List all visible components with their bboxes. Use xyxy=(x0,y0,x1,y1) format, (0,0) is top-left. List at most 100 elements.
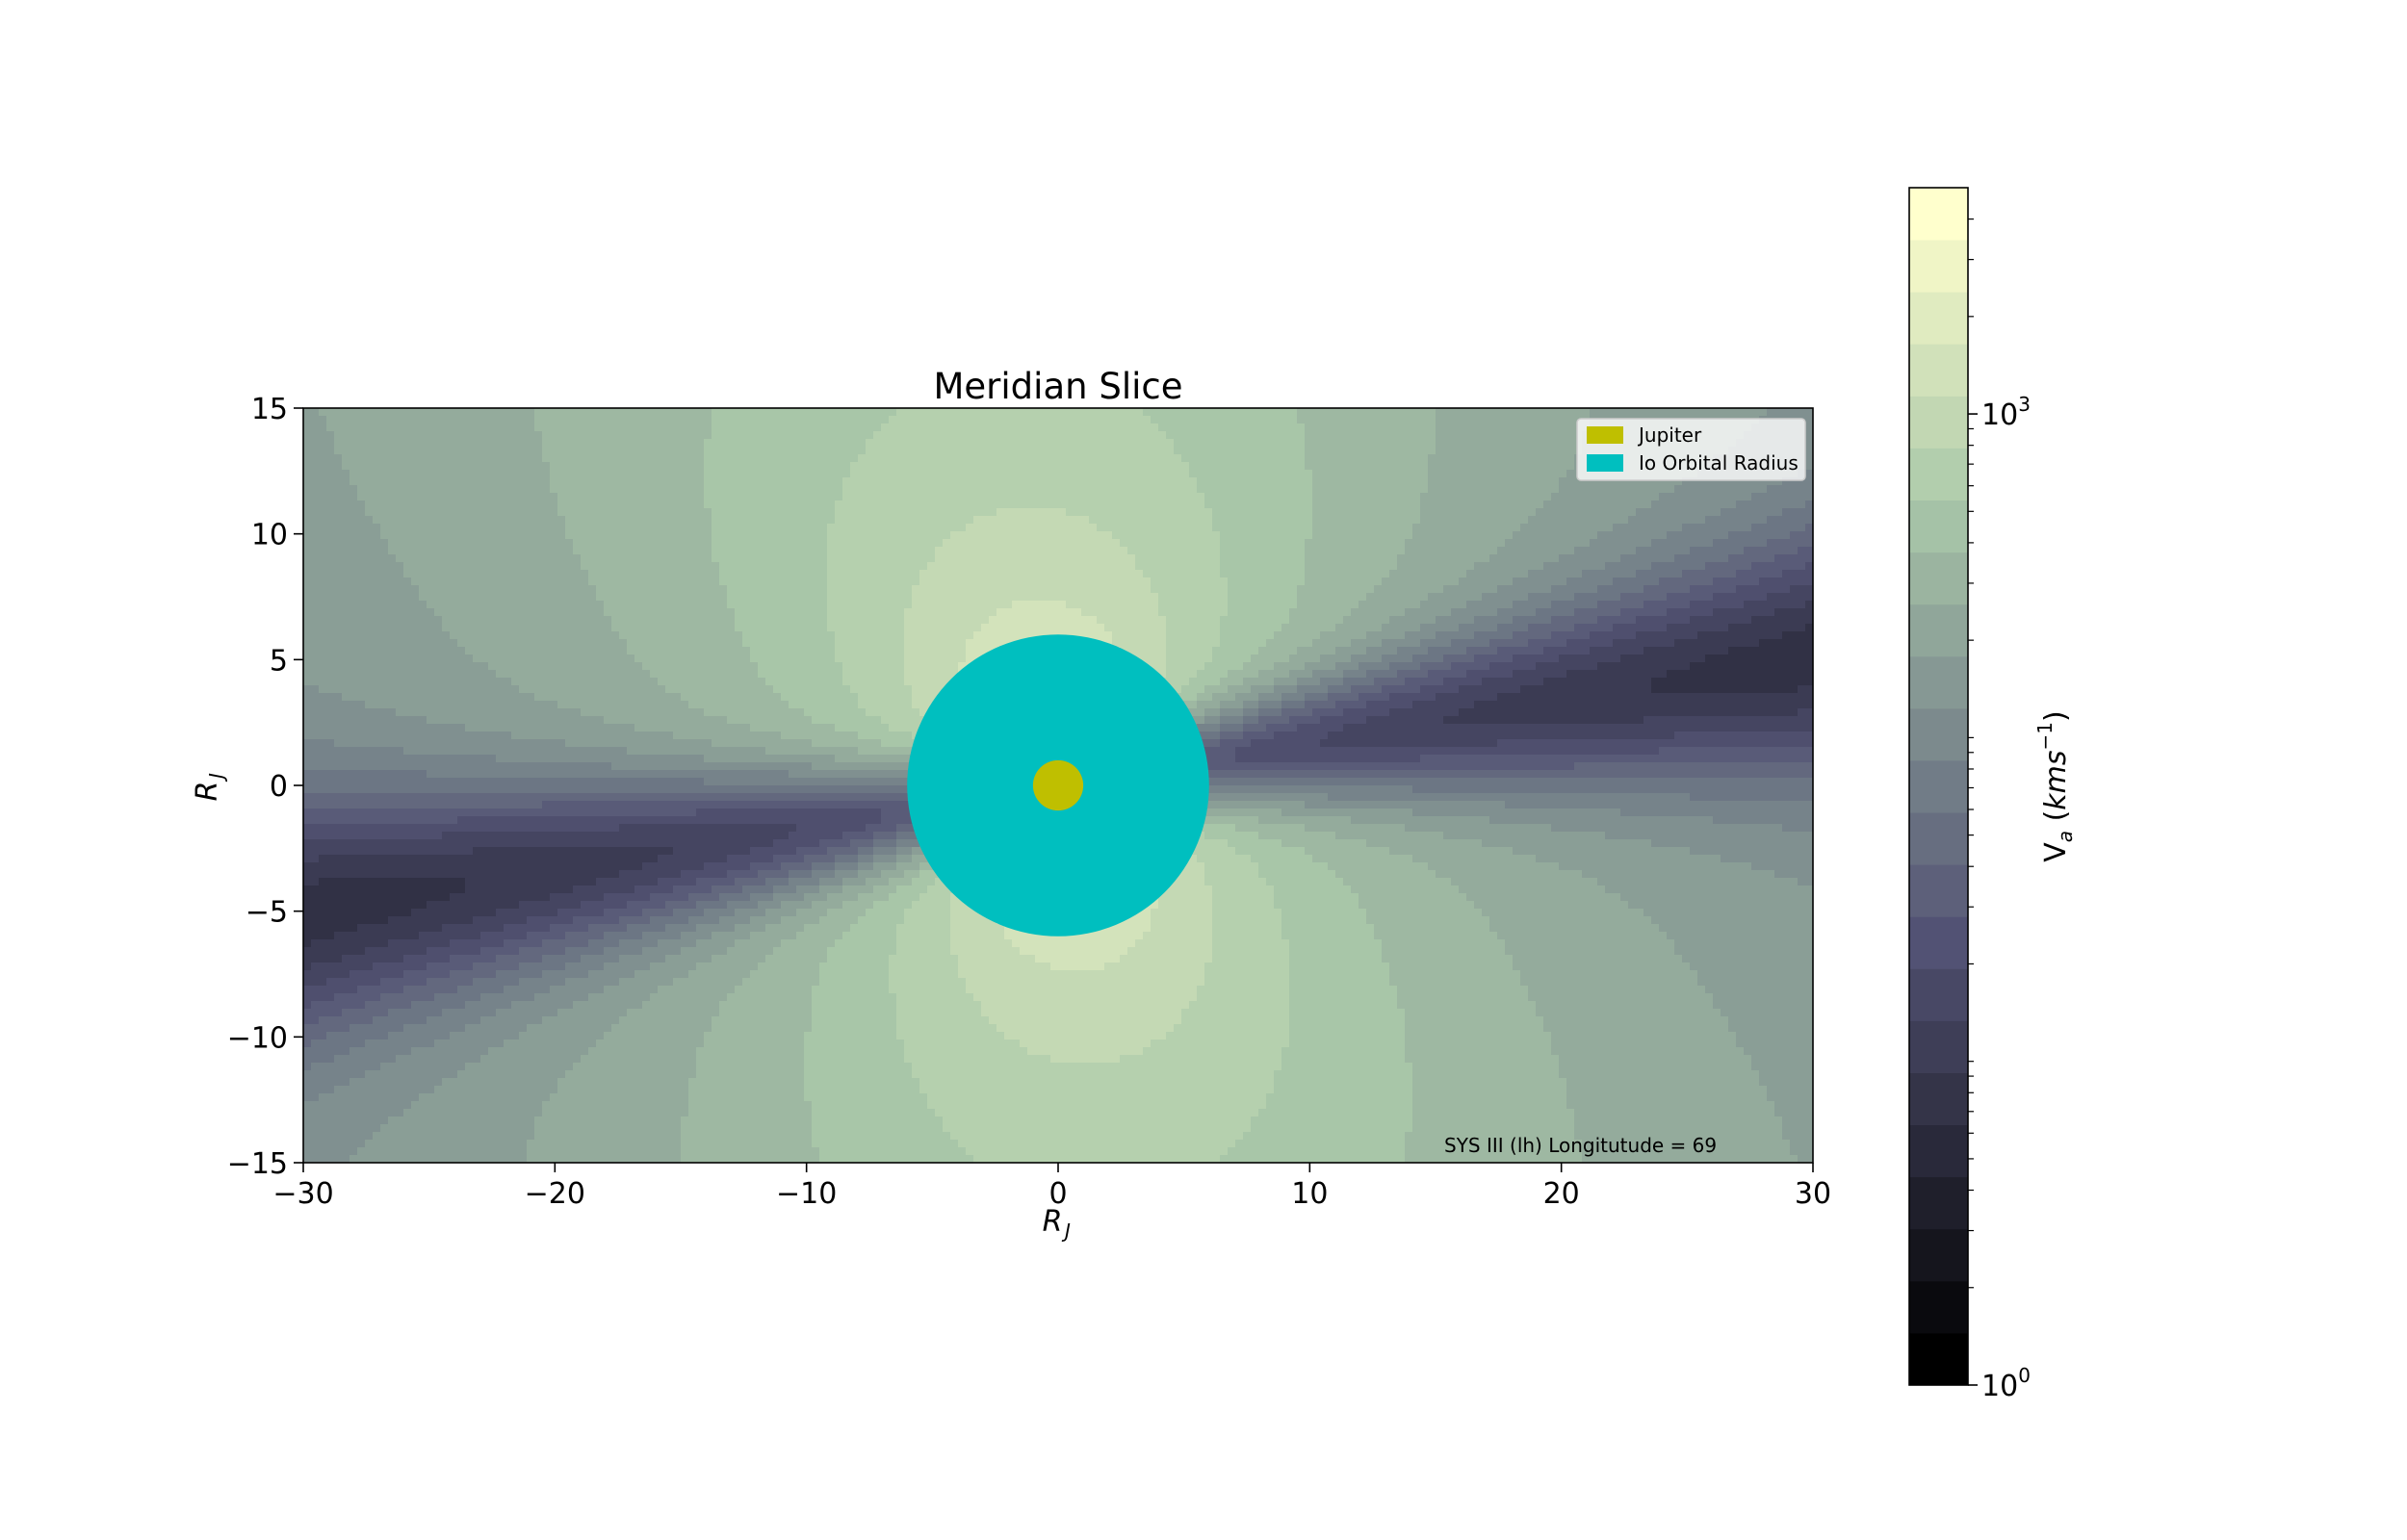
contour-cell xyxy=(534,839,543,848)
contour-cell xyxy=(627,408,635,417)
contour-cell xyxy=(581,1009,589,1017)
contour-cell xyxy=(627,500,635,509)
contour-cell xyxy=(604,1093,612,1102)
contour-cell xyxy=(519,839,528,848)
contour-cell xyxy=(480,970,489,979)
contour-cell xyxy=(311,1147,320,1156)
contour-cell xyxy=(573,562,582,571)
contour-cell xyxy=(619,631,628,640)
contour-cell xyxy=(573,855,582,863)
contour-cell xyxy=(519,508,528,517)
contour-cell xyxy=(488,662,497,671)
contour-cell xyxy=(496,1101,505,1110)
contour-cell xyxy=(419,516,427,525)
contour-cell xyxy=(465,747,474,756)
contour-cell xyxy=(473,878,481,886)
contour-cell xyxy=(658,670,666,679)
contour-cell xyxy=(450,416,458,424)
contour-cell xyxy=(581,454,589,463)
contour-cell xyxy=(349,639,358,648)
contour-cell xyxy=(604,1009,612,1017)
contour-cell xyxy=(542,901,551,910)
contour-cell xyxy=(434,1086,443,1094)
contour-cell xyxy=(357,1063,366,1071)
contour-cell xyxy=(334,855,343,863)
contour-cell xyxy=(681,970,689,979)
contour-cell xyxy=(427,662,435,671)
contour-cell xyxy=(442,1101,451,1110)
contour-cell xyxy=(627,601,635,609)
contour-cell xyxy=(565,824,574,833)
contour-cell xyxy=(396,962,404,971)
contour-cell xyxy=(519,462,528,471)
contour-cell xyxy=(627,654,635,663)
contour-cell xyxy=(688,485,697,494)
contour-cell xyxy=(596,947,605,956)
contour-cell xyxy=(581,1047,589,1056)
contour-cell xyxy=(342,855,350,863)
contour-cell xyxy=(457,639,466,648)
contour-cell xyxy=(357,1093,366,1102)
contour-cell xyxy=(673,947,682,956)
contour-cell xyxy=(326,993,335,1002)
contour-cell xyxy=(650,770,659,779)
contour-cell xyxy=(419,493,427,501)
contour-cell xyxy=(550,500,558,509)
contour-cell xyxy=(627,570,635,578)
contour-cell xyxy=(473,647,481,655)
contour-cell xyxy=(457,901,466,910)
contour-cell xyxy=(473,870,481,879)
contour-cell xyxy=(442,578,451,586)
contour-cell xyxy=(534,439,543,448)
contour-cell xyxy=(527,724,535,732)
contour-cell xyxy=(365,424,374,432)
contour-cell xyxy=(665,416,674,424)
contour-cell xyxy=(388,862,397,871)
contour-cell xyxy=(673,855,682,863)
contour-cell xyxy=(427,593,435,602)
contour-cell xyxy=(373,1070,381,1079)
contour-cell xyxy=(496,454,505,463)
contour-cell xyxy=(480,1116,489,1125)
contour-cell xyxy=(527,454,535,463)
contour-cell xyxy=(388,624,397,632)
contour-cell xyxy=(557,508,566,517)
contour-cell xyxy=(588,470,597,478)
contour-cell xyxy=(303,470,312,478)
contour-cell xyxy=(688,477,697,486)
contour-cell xyxy=(403,978,412,987)
contour-cell xyxy=(396,631,404,640)
contour-cell xyxy=(326,785,335,794)
contour-cell xyxy=(473,554,481,563)
contour-cell xyxy=(496,747,505,756)
contour-cell xyxy=(542,701,551,709)
contour-cell xyxy=(473,539,481,548)
contour-cell xyxy=(550,585,558,594)
contour-cell xyxy=(504,1147,512,1156)
contour-cell xyxy=(681,439,689,448)
contour-cell xyxy=(319,639,327,648)
contour-cell xyxy=(642,578,651,586)
contour-cell xyxy=(319,1063,327,1071)
contour-cell xyxy=(596,662,605,671)
contour-cell xyxy=(380,662,389,671)
contour-cell xyxy=(349,793,358,802)
contour-cell xyxy=(642,739,651,748)
contour-cell xyxy=(611,1024,620,1033)
contour-cell xyxy=(319,685,327,694)
contour-cell xyxy=(573,485,582,494)
contour-cell xyxy=(388,678,397,686)
contour-cell xyxy=(642,893,651,902)
contour-cell xyxy=(642,1009,651,1017)
contour-cell xyxy=(473,732,481,740)
contour-cell xyxy=(403,554,412,563)
contour-cell xyxy=(403,993,412,1002)
contour-cell xyxy=(519,447,528,455)
contour-cell xyxy=(619,1086,628,1094)
contour-cell xyxy=(342,454,350,463)
contour-cell xyxy=(634,1093,643,1102)
contour-cell xyxy=(303,678,312,686)
contour-cell xyxy=(604,739,612,748)
contour-cell xyxy=(326,708,335,717)
contour-cell xyxy=(319,508,327,517)
